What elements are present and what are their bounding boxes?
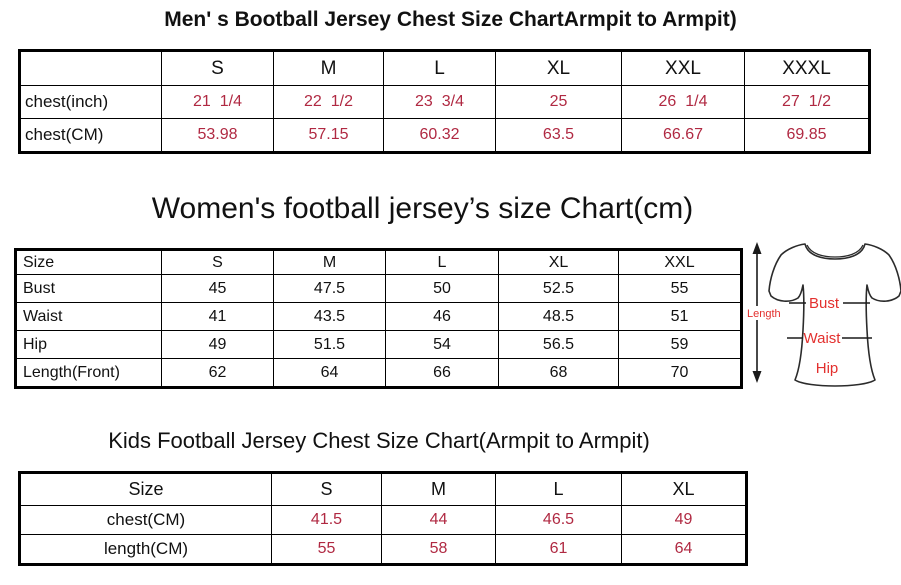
col-header: XL [495,50,622,86]
size-value: 62 [161,358,274,388]
size-value: 41 [161,302,274,331]
row-label: length(CM) [19,534,272,565]
col-header: L [495,472,622,506]
size-value: 70 [618,358,742,388]
table-row: Waist 41 43.5 46 48.5 51 [15,302,742,331]
length-label: Length [747,308,781,320]
size-value: 61 [495,534,622,565]
table-row: Bust 45 47.5 50 52.5 55 [15,274,742,303]
col-header: XL [621,472,747,506]
table-row: Length(Front) 62 64 66 68 70 [15,358,742,388]
bust-label: Bust [809,295,840,312]
waist-label: Waist [804,330,842,347]
size-value: 56.5 [498,330,619,359]
tshirt-outline [768,243,901,387]
size-value: 51.5 [273,330,386,359]
size-value: 49 [161,330,274,359]
measure-lines [787,302,872,339]
col-header: M [273,249,386,275]
tshirt-measurement-diagram: Length Bust Waist Hip [746,242,901,387]
size-value: 66.67 [621,118,745,153]
col-header: S [161,50,274,86]
size-value: 46.5 [495,505,622,535]
col-header: L [385,249,499,275]
size-value: 23 3/4 [383,85,496,119]
size-value: 53.98 [161,118,274,153]
size-value: 21 1/4 [161,85,274,119]
kids-chart-title: Kids Football Jersey Chest Size Chart(Ar… [108,428,650,453]
size-value: 64 [273,358,386,388]
size-value: 69.85 [744,118,870,153]
row-label: chest(CM) [19,118,162,153]
table-row: chest(inch) 21 1/4 22 1/2 23 3/4 25 26 1… [19,85,870,119]
col-header: M [381,472,496,506]
size-value: 47.5 [273,274,386,303]
men-size-table: S M L XL XXL XXXL chest(inch) 21 1/4 22 … [18,49,871,154]
size-value: 59 [618,330,742,359]
size-value: 58 [381,534,496,565]
row-label: Hip [15,330,162,359]
size-value: 25 [495,85,622,119]
size-value: 68 [498,358,619,388]
size-value: 22 1/2 [273,85,384,119]
col-header: XXL [621,50,745,86]
kids-header-row: Size S M L XL [19,472,747,506]
table-row: chest(CM) 41.5 44 46.5 49 [19,505,747,535]
men-chart-title: Men' s Bootball Jersey Chest Size ChartA… [164,8,737,31]
size-value: 44 [381,505,496,535]
size-value: 55 [618,274,742,303]
size-value: 26 1/4 [621,85,745,119]
size-value: 27 1/2 [744,85,870,119]
row-label: Waist [15,302,162,331]
hip-label: Hip [816,360,839,377]
men-header-row: S M L XL XXL XXXL [19,50,870,86]
size-value: 43.5 [273,302,386,331]
size-value: 64 [621,534,747,565]
col-header: Size [19,472,272,506]
col-header: XXXL [744,50,870,86]
size-value: 45 [161,274,274,303]
size-value: 49 [621,505,747,535]
row-label: chest(CM) [19,505,272,535]
row-label: Length(Front) [15,358,162,388]
col-header: XXL [618,249,742,275]
row-label: chest(inch) [19,85,162,119]
size-value: 50 [385,274,499,303]
size-value: 46 [385,302,499,331]
size-value: 51 [618,302,742,331]
col-header: XL [498,249,619,275]
size-value: 63.5 [495,118,622,153]
size-value: 60.32 [383,118,496,153]
col-header: L [383,50,496,86]
size-value: 57.15 [273,118,384,153]
size-value: 66 [385,358,499,388]
label-backing [746,306,784,320]
size-value: 41.5 [271,505,382,535]
women-chart-title: Women's football jersey’s size Chart(cm) [151,192,694,225]
col-header: S [161,249,274,275]
col-header: Size [15,249,162,275]
women-header-row: Size S M L XL XXL [15,249,742,275]
women-size-table: Size S M L XL XXL Bust 45 47.5 50 52.5 5… [14,248,743,389]
table-row: Hip 49 51.5 54 56.5 59 [15,330,742,359]
kids-size-table: Size S M L XL chest(CM) 41.5 44 46.5 49 … [18,471,748,566]
table-row: length(CM) 55 58 61 64 [19,534,747,565]
size-value: 55 [271,534,382,565]
col-header: S [271,472,382,506]
col-header: M [273,50,384,86]
row-label: Bust [15,274,162,303]
size-value: 52.5 [498,274,619,303]
col-header [19,50,162,86]
size-value: 54 [385,330,499,359]
table-row: chest(CM) 53.98 57.15 60.32 63.5 66.67 6… [19,118,870,153]
size-value: 48.5 [498,302,619,331]
